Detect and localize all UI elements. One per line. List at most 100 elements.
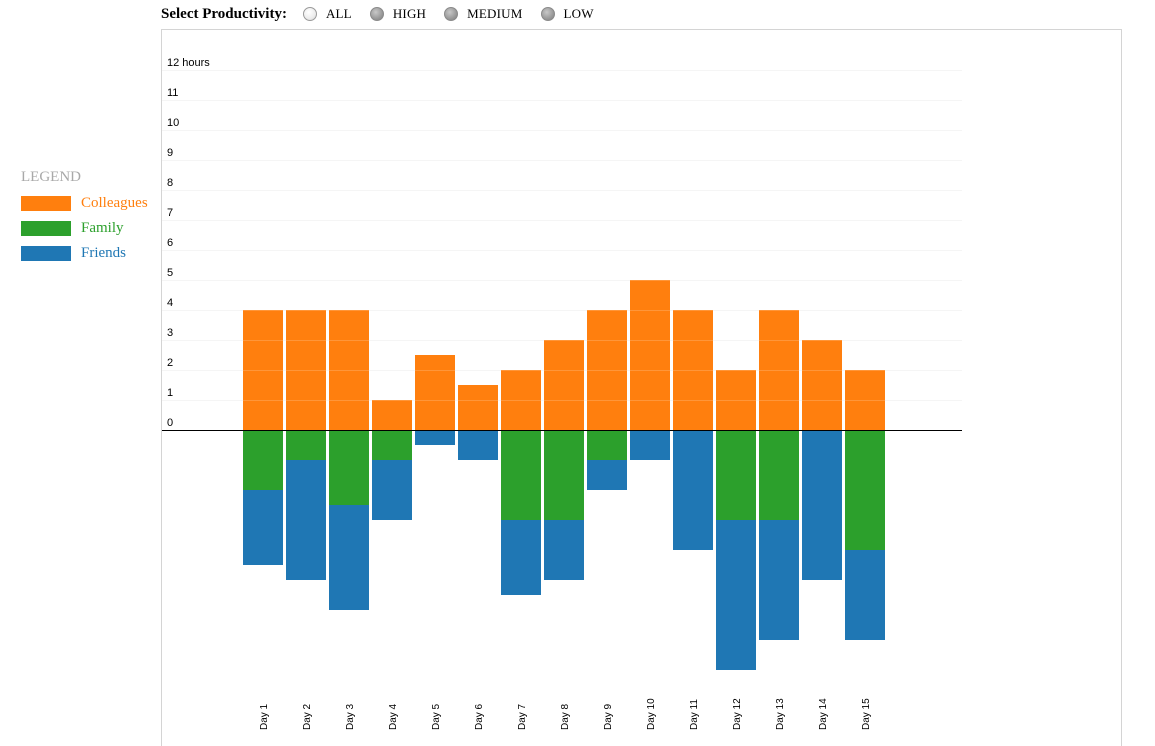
bar-colleagues [673,310,713,430]
x-tick-label: Day 10 [646,698,657,730]
radio-option-high[interactable]: HIGH [369,6,427,22]
radio-option-low[interactable]: LOW [540,6,594,22]
bar-friends [673,430,713,550]
radio-button[interactable] [302,7,317,21]
bar-friends [501,520,541,595]
bar-friends [458,430,498,460]
legend-swatch [21,196,71,211]
legend-item-family: Family [21,216,148,241]
x-tick-label: Day 12 [732,698,743,730]
y-tick-label: 4 [167,297,173,309]
radio-button[interactable] [444,7,459,21]
radio-button[interactable] [369,7,384,21]
bar-family [587,430,627,460]
x-tick-label: Day 5 [431,703,442,730]
x-tick-label: Day 14 [818,698,829,730]
bar-colleagues [759,310,799,430]
bar-friends [243,490,283,565]
y-tick-label: 8 [167,177,173,189]
y-tick-label: 0 [167,417,173,429]
radio-label: ALL [325,6,352,21]
y-tick-label: 1 [167,387,173,399]
x-tick-label: Day 4 [388,703,399,730]
x-tick-label: Day 15 [861,698,872,730]
bar-family [716,430,756,520]
bar-family [372,430,412,460]
bar-colleagues [415,355,455,430]
radio-option-all[interactable]: ALL [302,6,352,22]
radio-label: LOW [563,6,594,21]
bar-family [286,430,326,460]
chart-panel: 0 1 2 3 4 5 6 7 8 9 10 11 12 hours Day 1 Day 2 Day 3 Day… [161,29,1122,746]
x-tick-label: Day 11 [689,699,700,730]
x-tick-labels: Day 1 Day 2 Day 3 Day 4 Day 5 Day 6 Day 7 Day 8… [259,698,872,730]
gridlines-overlay [162,70,962,401]
radio-label: HIGH [392,6,427,21]
bar-colleagues [802,340,842,430]
x-tick-label: Day 1 [259,703,270,730]
bar-family [845,430,885,550]
y-tick-label: 12 hours [167,57,210,69]
x-tick-label: Day 2 [302,703,313,730]
bar-family [544,430,584,520]
y-tick-label: 11 [167,87,178,99]
productivity-radio-group: ALL HIGH MEDIUM LOW [302,6,612,22]
y-tick-label: 7 [167,207,173,219]
bar-family [759,430,799,520]
legend-label: Family [81,220,124,236]
bar-family [329,430,369,505]
x-tick-label: Day 8 [560,703,571,730]
y-tick-label: 3 [167,327,173,339]
legend: LEGEND Colleagues Family Friends [21,167,148,266]
bars [243,280,885,670]
y-tick-label: 10 [167,117,179,129]
bar-family [501,430,541,520]
x-tick-label: Day 9 [603,703,614,730]
bar-friends [759,520,799,640]
bar-friends [802,430,842,580]
bar-colleagues [630,280,670,430]
bar-colleagues [544,340,584,430]
radio-option-medium[interactable]: MEDIUM [444,6,522,22]
legend-swatch [21,221,71,236]
x-tick-label: Day 13 [775,698,786,730]
bar-friends [544,520,584,580]
y-tick-label: 9 [167,147,173,159]
x-tick-label: Day 3 [345,703,356,730]
bar-friends [587,460,627,490]
bar-colleagues [716,370,756,430]
x-tick-label: Day 6 [474,703,485,730]
bar-colleagues [243,310,283,430]
bar-friends [630,430,670,460]
legend-title: LEGEND [21,169,81,185]
bar-colleagues [329,310,369,430]
y-tick-labels: 0 1 2 3 4 5 6 7 8 9 10 11 12 hours [167,57,210,429]
legend-label: Colleagues [81,195,148,211]
y-tick-label: 5 [167,267,173,279]
productivity-label: Select Productivity: [161,5,287,22]
bar-colleagues [286,310,326,430]
legend-items: Colleagues Family Friends [21,191,148,266]
bar-friends [845,550,885,640]
x-tick-label: Day 7 [517,703,528,730]
bar-friends [372,460,412,520]
bar-friends [329,505,369,610]
bar-colleagues [587,310,627,430]
legend-item-colleagues: Colleagues [21,191,148,216]
bar-colleagues [501,370,541,430]
bar-friends [716,520,756,670]
radio-button[interactable] [540,7,555,21]
bar-colleagues [458,385,498,430]
bar-friends [286,460,326,580]
y-tick-label: 2 [167,357,173,369]
bar-colleagues [372,400,412,430]
legend-item-friends: Friends [21,241,148,266]
radio-label: MEDIUM [467,6,523,21]
legend-label: Friends [81,245,126,261]
bar-family [243,430,283,490]
y-tick-label: 6 [167,237,173,249]
legend-swatch [21,246,71,261]
bar-colleagues [845,370,885,430]
bar-friends [415,430,455,445]
